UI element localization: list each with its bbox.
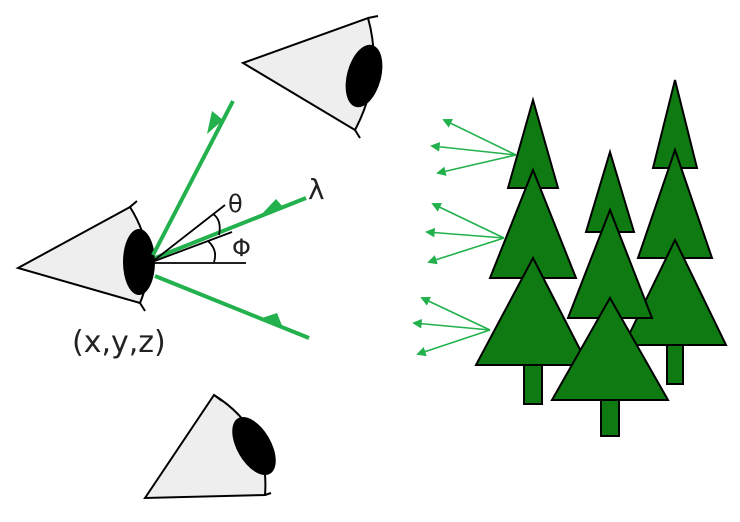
tree-left bbox=[474, 96, 590, 405]
emit-mid-1 bbox=[431, 202, 505, 239]
incoming-rays bbox=[151, 100, 310, 340]
tree-middle-tier-3 bbox=[550, 295, 670, 401]
eye-bottom-lid-upper bbox=[213, 394, 223, 402]
emit-low-2 bbox=[412, 318, 491, 331]
emitted-rays bbox=[412, 119, 517, 357]
eye-bottom bbox=[143, 393, 276, 500]
eye-main-lid-upper bbox=[129, 200, 138, 208]
eye-top bbox=[240, 15, 383, 139]
phi-line bbox=[151, 231, 233, 263]
eye-main bbox=[15, 200, 155, 312]
phi-label: Φ bbox=[232, 234, 251, 262]
eye-top-pupil bbox=[345, 44, 383, 108]
emit-mid-3 bbox=[427, 237, 505, 265]
theta-label: θ bbox=[228, 190, 243, 218]
eye-main-pupil bbox=[123, 229, 155, 295]
tree-middle bbox=[550, 148, 670, 437]
lambda-label: λ bbox=[308, 173, 325, 206]
emit-top-2 bbox=[430, 142, 517, 156]
angle-construction bbox=[151, 204, 246, 264]
trees bbox=[474, 79, 728, 437]
position-label: (x,y,z) bbox=[72, 325, 166, 360]
emit-top-1 bbox=[442, 119, 517, 156]
ray-lower bbox=[154, 274, 310, 340]
tree-middle-trunk bbox=[600, 397, 620, 437]
tree-right bbox=[622, 79, 728, 385]
ray-upper bbox=[151, 100, 235, 256]
emit-low-3 bbox=[416, 329, 491, 357]
ray-middle-arrow bbox=[260, 199, 283, 216]
ray-lower-arrow bbox=[262, 313, 283, 328]
tree-left-trunk bbox=[523, 359, 543, 405]
eye-top-lid-upper bbox=[367, 15, 379, 19]
tree-left-tier-3 bbox=[474, 255, 590, 366]
eye-bottom-pupil bbox=[232, 417, 276, 475]
emit-top-3 bbox=[436, 154, 517, 176]
emit-low-1 bbox=[420, 296, 491, 331]
ray-middle bbox=[154, 196, 307, 260]
eye-bottom-lid-lower bbox=[264, 492, 272, 496]
ray-upper-arrow bbox=[207, 111, 223, 134]
emit-mid-2 bbox=[425, 227, 505, 239]
eye-top-lid-lower bbox=[354, 129, 361, 139]
phi-arc bbox=[207, 240, 217, 263]
eye-main-lid-lower bbox=[139, 302, 146, 312]
theta-arc bbox=[212, 213, 221, 236]
